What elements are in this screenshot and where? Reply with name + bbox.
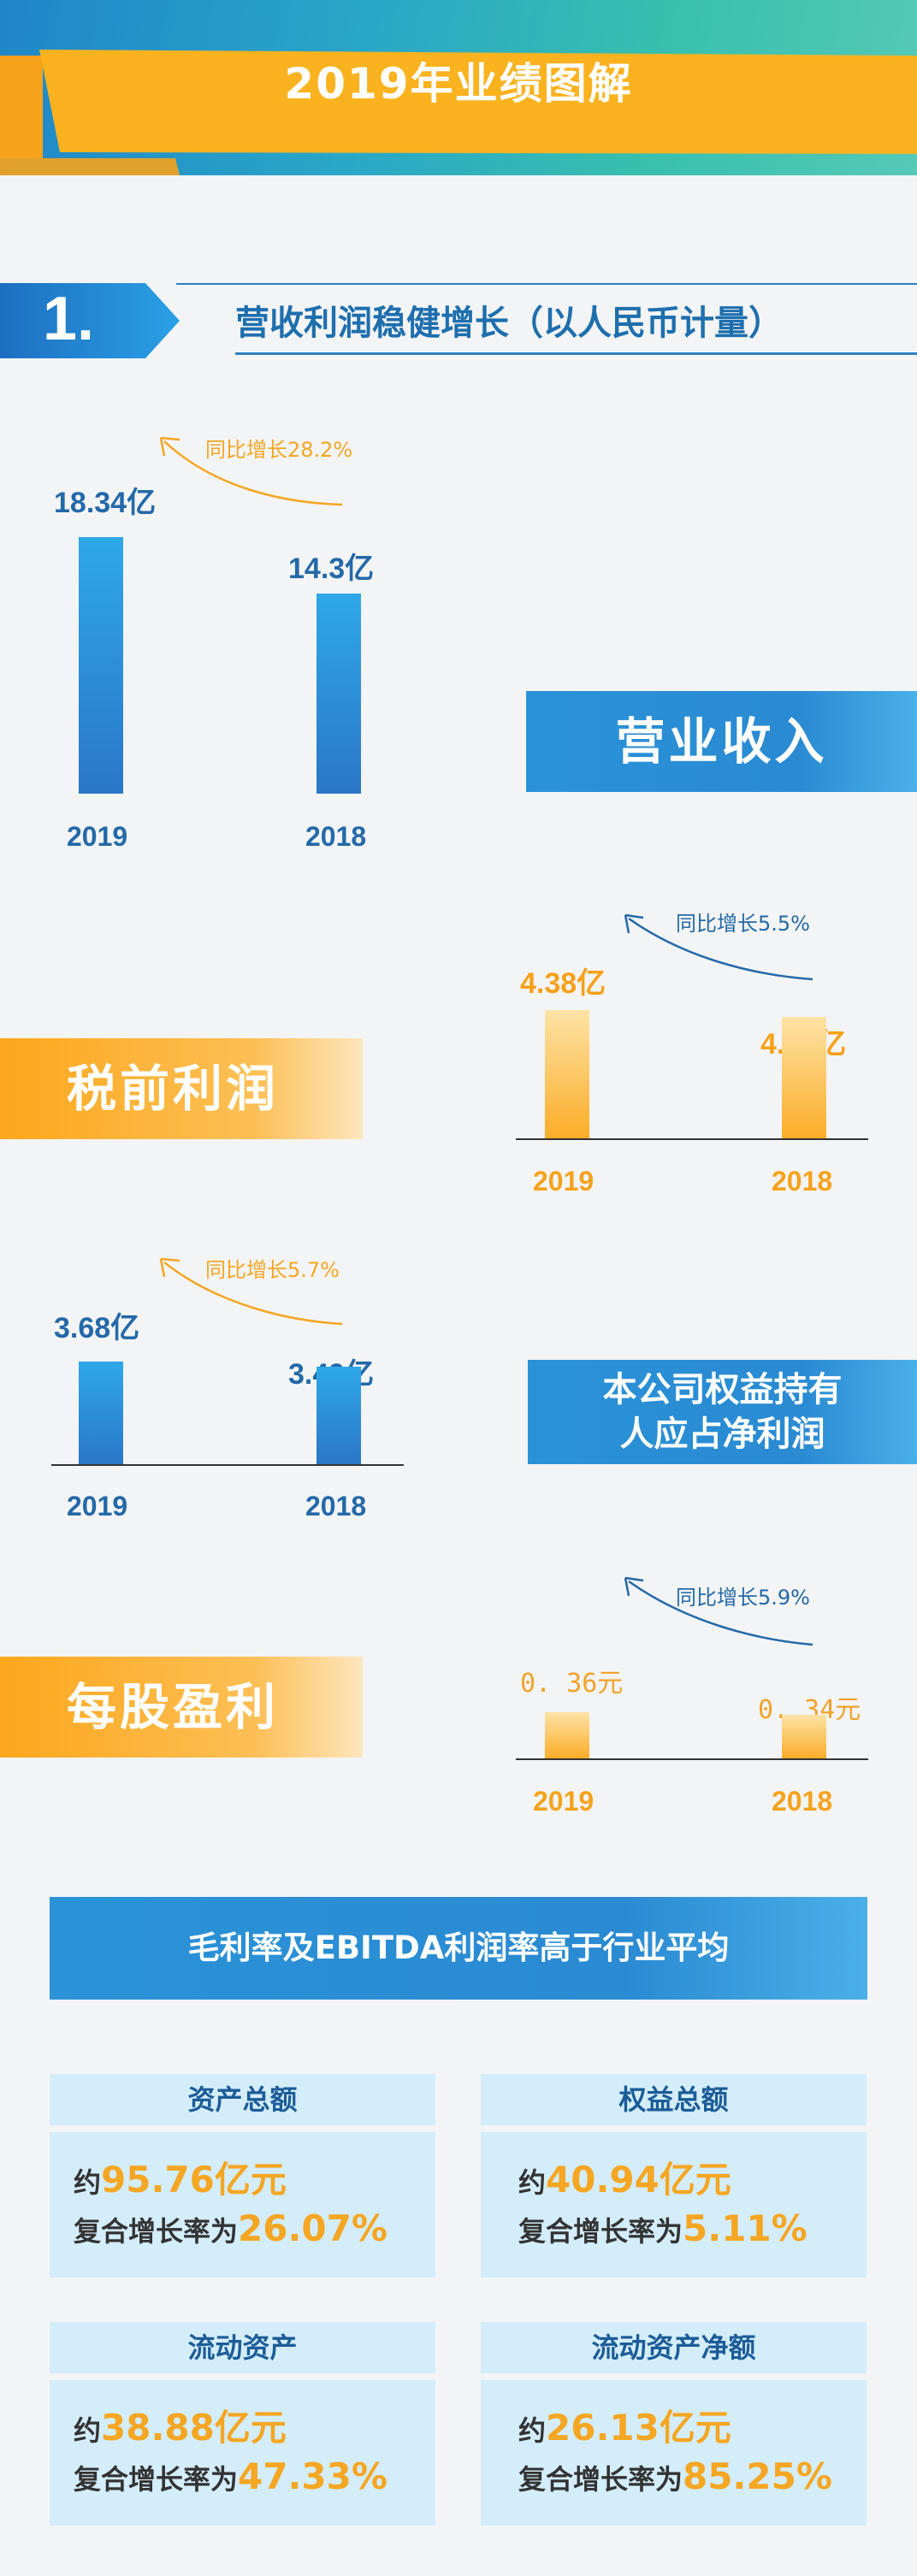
section-title: 营收利润稳健增长（以人民币计量） [235,304,783,343]
card-amount-value: 40.94亿元 [546,2159,731,2201]
chart-title-eps: 每股盈利 [0,1657,363,1758]
card-amount-value: 38.88亿元 [101,2407,287,2449]
chart-title-pretax: 税前利润 [0,1038,363,1139]
year-label-eps-2019: 2019 [533,1786,595,1817]
card-body-current-assets: 约38.88亿元 复合增长率为47.33% [50,2380,435,2526]
margin-banner: 毛利率及EBITDA利润率高于行业平均 [50,1897,867,2000]
card-amount-prefix: 约 [74,2166,102,2199]
value-label-net-profit-2019: 3.68亿 [54,1312,140,1344]
bar-revenue-2019 [79,537,123,794]
chart-title-revenue: 营业收入 [526,691,917,792]
card-body-total-equity: 约40.94亿元 复合增长率为5.11% [481,2132,867,2278]
chart-title-net-profit: 本公司权益持有 人应占净利润 [528,1360,917,1464]
axis-revenue [51,794,393,795]
card-rate-value: 85.25% [683,2455,832,2497]
card-title-net-current-assets: 流动资产净额 [481,2322,867,2373]
value-label-revenue-2018: 14.3亿 [288,552,375,585]
year-label-pretax-2019: 2019 [533,1166,595,1196]
card-rate-line: 复合增长率为5.11% [518,2207,808,2249]
card-rate-line: 复合增长率为26.07% [74,2207,388,2249]
yoy-arrow-net-profit [159,1257,343,1326]
card-rate-label: 复合增长率为 [518,2215,683,2248]
card-amount-value: 95.76亿元 [101,2159,287,2201]
axis-pretax [516,1138,868,1140]
card-rate-label: 复合增长率为 [74,2215,239,2248]
section-number: 1. [43,285,95,353]
card-rate-value: 26.07% [238,2207,388,2249]
bar-eps-2018 [782,1715,826,1758]
card-amount-line: 约40.94亿元 [518,2151,731,2203]
yoy-label-eps: 同比增长5.9% [676,1586,810,1610]
yoy-arrow-revenue [159,436,343,506]
card-rate-value: 5.11% [683,2207,808,2249]
year-label-eps-2018: 2018 [772,1786,833,1817]
year-label-pretax-2018: 2018 [772,1166,833,1196]
chart-title-net-profit-line1: 本公司权益持有 [602,1370,843,1409]
card-amount-line: 约26.13亿元 [518,2399,731,2451]
yoy-label-net-profit: 同比增长5.7% [205,1258,340,1282]
header-band [0,50,917,175]
card-amount-prefix: 约 [74,2414,102,2447]
card-rate-label: 复合增长率为 [518,2463,683,2496]
card-body-net-current-assets: 约26.13亿元 复合增长率为85.25% [481,2380,867,2526]
page-title: 2019年业绩图解 [284,59,633,109]
bar-net-profit-2019 [79,1362,123,1464]
year-label-revenue-2019: 2019 [67,821,128,852]
year-label-net-profit-2018: 2018 [305,1491,367,1521]
card-amount-line: 约38.88亿元 [74,2399,287,2451]
value-label-pretax-2019: 4.38亿 [520,967,606,1000]
bar-pretax-2018 [782,1017,826,1138]
value-label-revenue-2019: 18.34亿 [54,487,157,519]
value-label-eps-2019: 0. 36元 [520,1669,624,1699]
card-amount-line: 约95.76亿元 [74,2151,287,2203]
section-bottom-rule [235,352,917,355]
bar-net-profit-2018 [317,1367,361,1464]
card-rate-label: 复合增长率为 [74,2463,239,2496]
card-amount-prefix: 约 [518,2166,547,2199]
card-rate-line: 复合增长率为47.33% [74,2455,388,2497]
section-number-badge [0,283,180,358]
yoy-arrow-pretax [624,913,813,981]
card-body-total-assets: 约95.76亿元 复合增长率为26.07% [50,2132,435,2278]
bar-pretax-2019 [545,1010,589,1138]
card-amount-value: 26.13亿元 [546,2407,731,2449]
bar-revenue-2018 [317,594,361,794]
card-title-total-assets: 资产总额 [50,2074,435,2125]
card-rate-value: 47.33% [238,2455,388,2497]
yoy-label-pretax: 同比增长5.5% [676,912,810,936]
chart-title-net-profit-line2: 人应占净利润 [619,1415,825,1454]
axis-eps [516,1758,868,1760]
bar-eps-2019 [545,1712,589,1758]
section-top-rule [176,283,917,285]
year-label-net-profit-2019: 2019 [67,1491,128,1521]
card-title-total-equity: 权益总额 [481,2074,867,2125]
yoy-arrow-eps [624,1576,813,1646]
card-rate-line: 复合增长率为85.25% [518,2455,832,2497]
year-label-revenue-2018: 2018 [305,821,367,852]
axis-net-profit [51,1464,404,1466]
card-title-current-assets: 流动资产 [50,2322,435,2373]
yoy-label-revenue: 同比增长28.2% [205,438,353,462]
card-amount-prefix: 约 [518,2414,547,2447]
